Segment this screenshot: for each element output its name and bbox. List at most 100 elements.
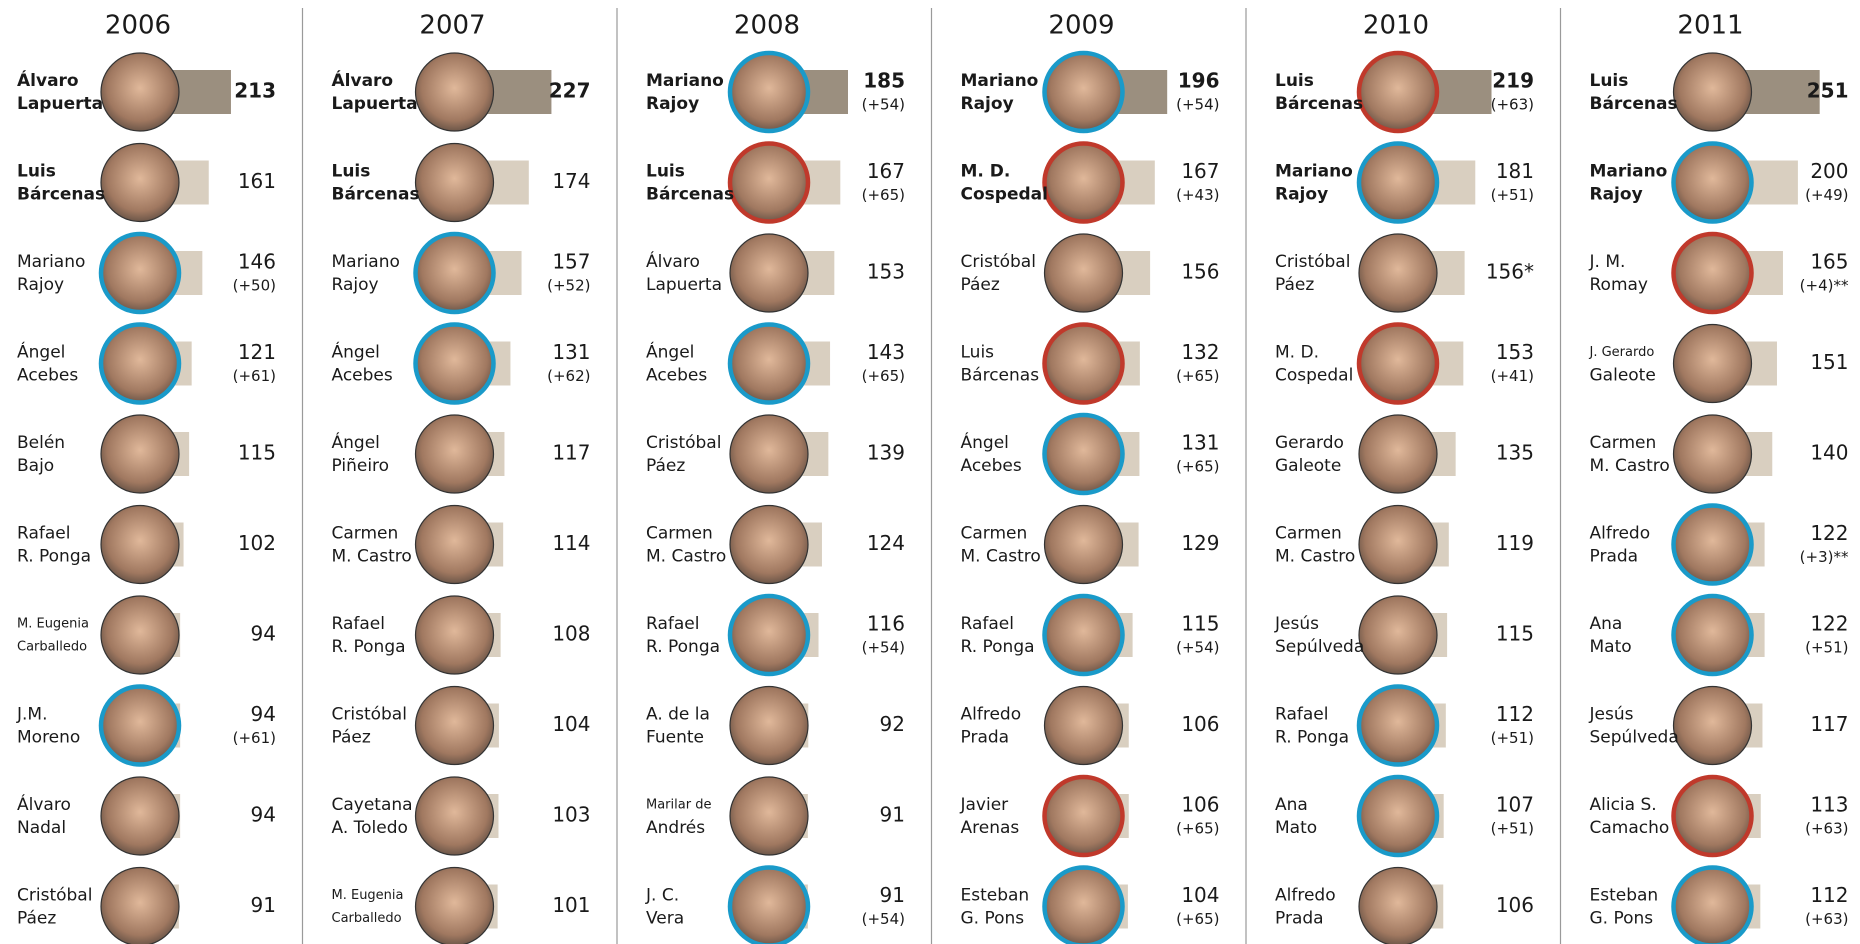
value-label: 143 (867, 340, 905, 364)
photo (1674, 415, 1752, 493)
photo (1674, 234, 1752, 312)
person-name: R. Ponga (961, 637, 1035, 657)
person-name: A. Toledo (332, 818, 408, 838)
person-name: Páez (646, 456, 685, 476)
photo (1045, 687, 1123, 765)
person-name: Mariano (17, 252, 85, 272)
year-header: 2006 (105, 11, 171, 41)
person-name: Acebes (17, 366, 78, 386)
person-name: Mariano (646, 71, 724, 91)
extra-label: (+49) (1805, 186, 1848, 204)
value-label: 227 (549, 79, 591, 103)
person-name: Mariano (332, 252, 400, 272)
person-name: Jesús (1274, 614, 1319, 634)
photo (1045, 415, 1123, 493)
person-name: Acebes (961, 456, 1022, 476)
value-label: 131 (552, 340, 590, 364)
person-name: J. Gerardo (1589, 345, 1655, 360)
value-label: 115 (1181, 612, 1219, 636)
person-name: Rajoy (332, 275, 379, 295)
person-name: Cospedal (961, 185, 1048, 205)
photo (416, 415, 494, 493)
value-label: 129 (1181, 531, 1219, 555)
person-name: R. Ponga (646, 637, 720, 657)
photo (730, 777, 808, 855)
person-name: Prada (1590, 547, 1639, 567)
photo (730, 506, 808, 584)
value-label: 140 (1810, 441, 1848, 465)
value-label: 106 (1496, 893, 1534, 917)
value-label: 91 (880, 883, 905, 907)
photo (101, 234, 179, 312)
person-name: M. D. (1275, 343, 1319, 363)
photo (101, 53, 179, 131)
extra-label: (+63) (1805, 820, 1848, 838)
value-label: 146 (238, 250, 276, 274)
person-name: Acebes (646, 366, 707, 386)
value-label: 112 (1810, 883, 1848, 907)
photo (101, 868, 179, 944)
value-label: 174 (552, 169, 590, 193)
person-name: Javier (960, 795, 1009, 815)
photo (1674, 596, 1752, 674)
person-name: Álvaro (646, 250, 700, 272)
photo (416, 325, 494, 403)
person-name: Páez (1275, 275, 1314, 295)
person-name: R. Ponga (1275, 728, 1349, 748)
person-name: M. Castro (332, 547, 412, 567)
photo (101, 506, 179, 584)
person-name: Ana (1275, 795, 1308, 815)
value-label: 91 (880, 803, 905, 827)
person-name: Rajoy (17, 275, 64, 295)
person-name: Prada (1275, 909, 1324, 929)
value-label: 115 (238, 441, 276, 465)
person-name: M. Eugenia (332, 888, 404, 903)
person-name: R. Ponga (332, 637, 406, 657)
photo (1674, 53, 1752, 131)
extra-label: (+54) (1176, 96, 1219, 114)
person-name: Piñeiro (332, 456, 390, 476)
value-label: 156 (1181, 260, 1219, 284)
value-label: 113 (1810, 793, 1848, 817)
person-name: M. Eugenia (17, 617, 89, 632)
person-name: Sepúlveda (1275, 637, 1364, 657)
photo (101, 687, 179, 765)
person-name: Mato (1275, 818, 1317, 838)
person-name: Marilar de (646, 798, 711, 813)
value-label: 167 (1181, 159, 1219, 183)
value-label: 119 (1496, 531, 1534, 555)
person-name: Mariano (1275, 162, 1353, 182)
person-name: Ana (1590, 614, 1623, 634)
person-name: Carmen (646, 524, 713, 544)
extra-label: (+54) (862, 96, 905, 114)
photo (416, 596, 494, 674)
photo (1359, 53, 1437, 131)
extra-label: (+65) (1176, 910, 1219, 928)
person-name: Fuente (646, 728, 704, 748)
value-label: 132 (1181, 340, 1219, 364)
person-name: Bajo (17, 456, 54, 476)
extra-label: (+62) (547, 367, 590, 385)
person-name: Luis (961, 343, 995, 363)
page: 2006ÁlvaroLapuerta213LuisBárcenas161Mari… (0, 0, 1860, 944)
person-name: Prada (961, 728, 1010, 748)
value-label: 106 (1181, 712, 1219, 736)
extra-label: (+50) (233, 277, 276, 295)
person-name: J. M. (1589, 252, 1626, 272)
value-label: 167 (867, 159, 905, 183)
extra-label: (+63) (1805, 910, 1848, 928)
year-header: 2009 (1048, 11, 1114, 41)
person-name: Rajoy (646, 94, 699, 114)
value-label: 139 (867, 441, 905, 465)
person-name: Camacho (1590, 818, 1670, 838)
photo (1045, 325, 1123, 403)
person-name: Carmen (1590, 433, 1657, 453)
value-label: 157 (552, 250, 590, 274)
person-name: Cristóbal (332, 705, 407, 725)
person-name: Andrés (646, 818, 705, 838)
value-label: 121 (238, 340, 276, 364)
photo (730, 325, 808, 403)
person-name: Rajoy (1590, 185, 1643, 205)
value-label: 115 (1496, 622, 1534, 646)
photo (730, 868, 808, 944)
